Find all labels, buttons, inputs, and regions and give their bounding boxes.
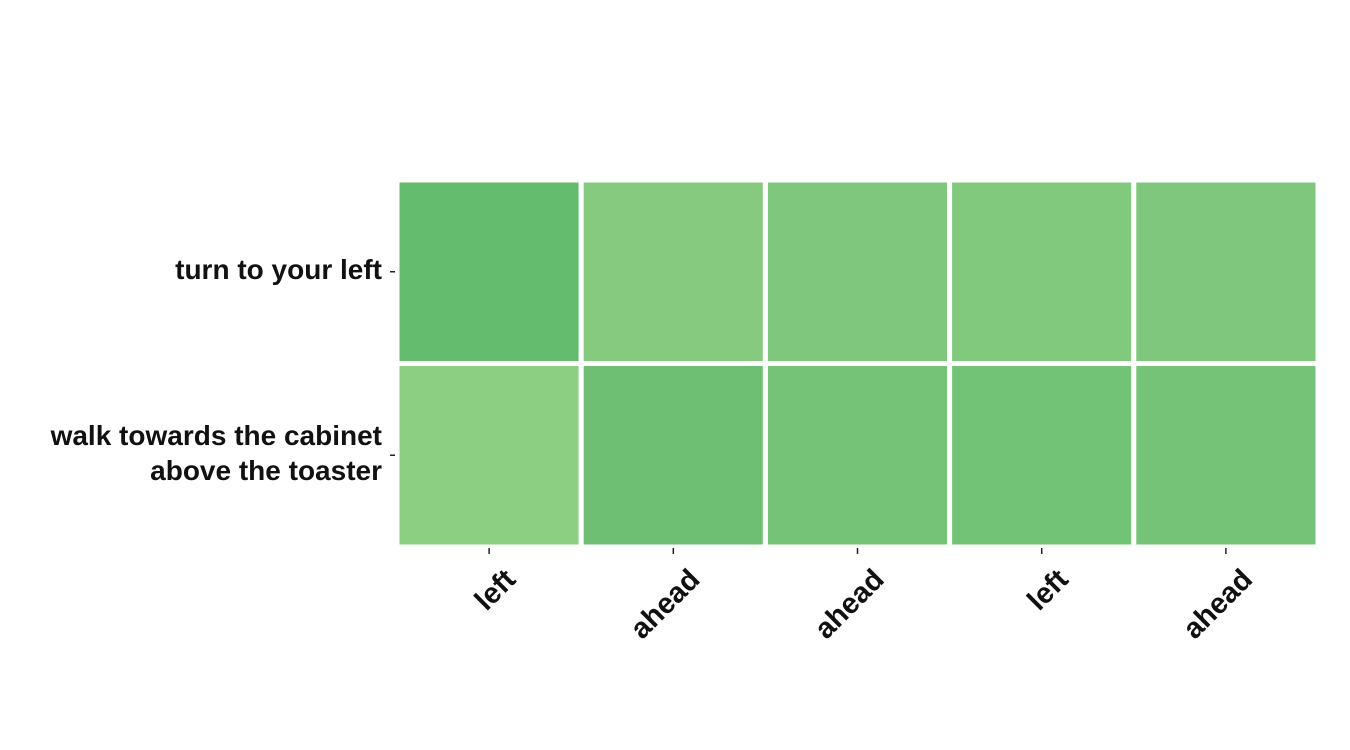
heatmap-cell-r1-c0 — [394, 361, 584, 550]
x-tick-label: ahead — [1177, 563, 1259, 645]
heatmap-cell-r0-c3 — [947, 177, 1137, 366]
heatmap-cell-r0-c0 — [394, 177, 584, 366]
x-axis: left ahead ahead left ahead — [469, 548, 1259, 645]
heatmap-cell-r0-c1 — [578, 177, 768, 366]
y-tick-label: walk towards the cabinet above the toaste… — [50, 420, 383, 486]
heatmap-cell-r0-c2 — [762, 177, 953, 366]
heatmap-cell-r1-c3 — [947, 361, 1137, 550]
y-tick-label-line: turn to your left — [175, 254, 382, 285]
x-tick-label: left — [469, 563, 523, 617]
heatmap-cell-r0-c4 — [1131, 177, 1321, 366]
heatmap-cell-r1-c1 — [578, 361, 768, 550]
y-tick-label-line: walk towards the cabinet — [50, 420, 382, 451]
x-tick-label: ahead — [624, 563, 706, 645]
heatmap-cell-r1-c4 — [1131, 361, 1321, 550]
heatmap-cell-r1-c2 — [762, 361, 953, 550]
x-tick-label: ahead — [809, 563, 891, 645]
x-tick-label: left — [1021, 563, 1075, 617]
y-tick-label-line: above the toaster — [150, 455, 382, 486]
y-tick-label: turn to your left — [175, 254, 382, 285]
heatmap-cells — [394, 177, 1321, 550]
y-axis: turn to your left walk towards the cabine… — [50, 254, 395, 486]
